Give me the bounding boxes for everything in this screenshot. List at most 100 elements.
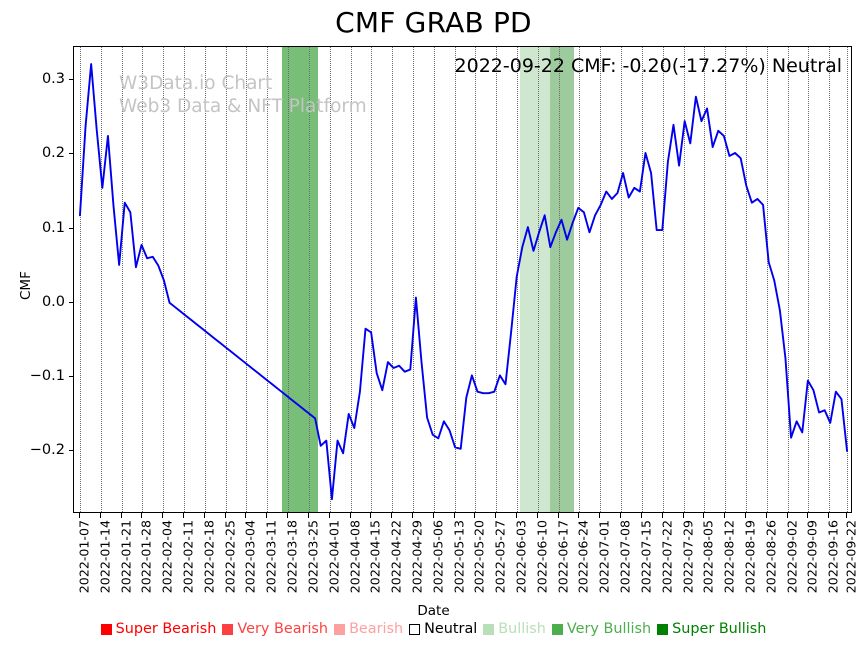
x-tick-mark (765, 513, 767, 518)
y-tick-mark (69, 375, 73, 377)
gridline-vertical (121, 47, 123, 512)
x-tick-label: 2022-01-14 (97, 520, 113, 594)
legend-swatch (551, 623, 563, 635)
x-tick-label: 2022-09-02 (784, 520, 800, 594)
y-tick-label: −0.1 (29, 367, 65, 384)
x-tick-mark (224, 513, 226, 518)
legend-item-bullish[interactable]: Bullish (480, 621, 549, 637)
gridline-vertical (184, 47, 185, 512)
y-tick-label: 0.3 (41, 71, 65, 88)
x-tick-label: 2022-09-22 (843, 520, 859, 594)
gridline-vertical (496, 47, 498, 512)
legend-item-very-bullish[interactable]: Very Bullish (549, 621, 654, 637)
x-tick-label: 2022-02-04 (159, 520, 175, 594)
x-tick-mark (744, 513, 746, 518)
legend-label: Bearish (349, 621, 404, 637)
x-tick-label: 2022-08-05 (700, 520, 716, 594)
x-tick-mark (557, 513, 559, 518)
x-tick-label: 2022-09-09 (804, 520, 820, 594)
legend-swatch (657, 623, 669, 635)
x-tick-mark (120, 513, 122, 518)
gridline-vertical (662, 47, 664, 512)
x-tick-mark (266, 513, 268, 518)
x-tick-mark (536, 513, 538, 518)
legend-label: Super Bearish (115, 621, 217, 637)
legend-swatch (334, 623, 346, 635)
gridline-vertical (847, 47, 849, 512)
legend-item-neutral[interactable]: Neutral (406, 621, 480, 637)
x-tick-label: 2022-09-16 (825, 520, 841, 594)
x-tick-mark (245, 513, 247, 518)
legend-swatch (100, 623, 112, 635)
gridline-vertical (433, 47, 435, 512)
y-tick-mark (69, 301, 73, 303)
gridline-vertical (204, 47, 206, 512)
x-tick-mark (640, 513, 642, 518)
legend-label: Neutral (424, 621, 478, 637)
legend-item-super-bullish[interactable]: Super Bullish (654, 621, 769, 637)
x-tick-label: 2022-03-11 (263, 520, 279, 594)
x-tick-mark (474, 513, 476, 518)
legend-label: Very Bullish (566, 621, 652, 637)
gridline-vertical (766, 47, 768, 512)
x-tick-label: 2022-02-18 (201, 520, 217, 594)
x-tick-label: 2022-01-07 (76, 520, 92, 594)
x-tick-label: 2022-07-15 (638, 520, 654, 594)
y-tick-label: 0.2 (41, 145, 65, 162)
x-tick-label: 2022-07-22 (659, 520, 675, 594)
gridline-vertical (517, 47, 519, 512)
x-tick-mark (495, 513, 497, 518)
x-tick-label: 2022-02-25 (222, 520, 238, 594)
gridline-vertical (142, 47, 144, 512)
x-tick-label: 2022-06-10 (534, 520, 550, 594)
x-tick-mark (578, 513, 580, 518)
gridline-vertical (829, 47, 831, 512)
x-tick-label: 2022-03-04 (242, 520, 258, 594)
x-tick-mark (846, 513, 848, 518)
legend-label: Bullish (498, 621, 546, 637)
x-tick-label: 2022-08-12 (721, 520, 737, 594)
cmf-line-series (78, 63, 848, 501)
gridline-vertical (787, 47, 789, 512)
gridline-vertical (745, 47, 747, 512)
gridline-vertical (683, 47, 685, 512)
legend-item-super-bearish[interactable]: Super Bearish (98, 621, 220, 637)
x-tick-label: 2022-06-03 (513, 520, 529, 594)
x-tick-mark (620, 513, 622, 518)
y-tick-mark (69, 153, 73, 155)
x-tick-mark (78, 513, 80, 518)
gridline-vertical (600, 47, 602, 512)
gridline-vertical (267, 47, 269, 512)
legend-item-very-bearish[interactable]: Very Bearish (219, 621, 331, 637)
legend-swatch (483, 623, 495, 635)
y-tick-mark (69, 79, 73, 81)
x-tick-mark (370, 513, 372, 518)
gridline-vertical (475, 47, 477, 512)
plot-area: W3Data.io Chart Web3 Data & NFT Platform… (73, 46, 852, 513)
gridline-vertical (579, 47, 581, 512)
gridline-vertical (621, 47, 623, 512)
gridline-vertical (412, 47, 414, 512)
gridline-vertical (558, 47, 560, 512)
gridline-vertical (641, 47, 643, 512)
series-line-cmf (78, 63, 848, 501)
x-tick-label: 2022-01-28 (138, 520, 154, 594)
x-tick-mark (411, 513, 413, 518)
x-tick-label: 2022-07-01 (596, 520, 612, 594)
x-tick-label: 2022-04-15 (367, 520, 383, 594)
gridline-vertical (308, 47, 310, 512)
legend-label: Very Bearish (237, 621, 329, 637)
gridline-vertical (537, 47, 539, 512)
gridline-vertical (350, 47, 352, 512)
y-tick-label: 0.1 (41, 219, 65, 236)
x-tick-mark (661, 513, 663, 518)
x-tick-mark (307, 513, 309, 518)
gridline-vertical (100, 47, 102, 512)
gridline-vertical (79, 47, 81, 512)
x-tick-mark (287, 513, 289, 518)
x-tick-label: 2022-04-08 (347, 520, 362, 594)
x-tick-mark (682, 513, 684, 518)
legend-item-bearish[interactable]: Bearish (331, 621, 406, 637)
gridline-vertical (808, 47, 810, 512)
